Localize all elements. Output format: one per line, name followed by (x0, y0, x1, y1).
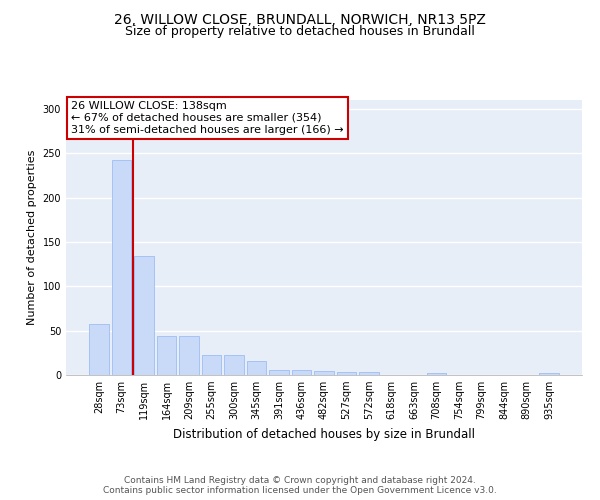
Text: 26, WILLOW CLOSE, BRUNDALL, NORWICH, NR13 5PZ: 26, WILLOW CLOSE, BRUNDALL, NORWICH, NR1… (114, 12, 486, 26)
Bar (337, 372, 356, 375)
Bar (224, 356, 244, 375)
Bar (359, 372, 379, 375)
Bar (89, 324, 109, 375)
Y-axis label: Number of detached properties: Number of detached properties (27, 150, 37, 325)
Text: Size of property relative to detached houses in Brundall: Size of property relative to detached ho… (125, 25, 475, 38)
Bar (314, 370, 334, 375)
Bar (202, 356, 221, 375)
Bar (112, 160, 131, 375)
Bar (157, 336, 176, 375)
Bar (247, 361, 266, 375)
Text: 26 WILLOW CLOSE: 138sqm
← 67% of detached houses are smaller (354)
31% of semi-d: 26 WILLOW CLOSE: 138sqm ← 67% of detache… (71, 102, 344, 134)
Bar (427, 373, 446, 375)
Bar (179, 336, 199, 375)
Bar (269, 370, 289, 375)
Bar (539, 373, 559, 375)
Text: Contains HM Land Registry data © Crown copyright and database right 2024.
Contai: Contains HM Land Registry data © Crown c… (103, 476, 497, 495)
Bar (292, 370, 311, 375)
X-axis label: Distribution of detached houses by size in Brundall: Distribution of detached houses by size … (173, 428, 475, 440)
Bar (134, 256, 154, 375)
